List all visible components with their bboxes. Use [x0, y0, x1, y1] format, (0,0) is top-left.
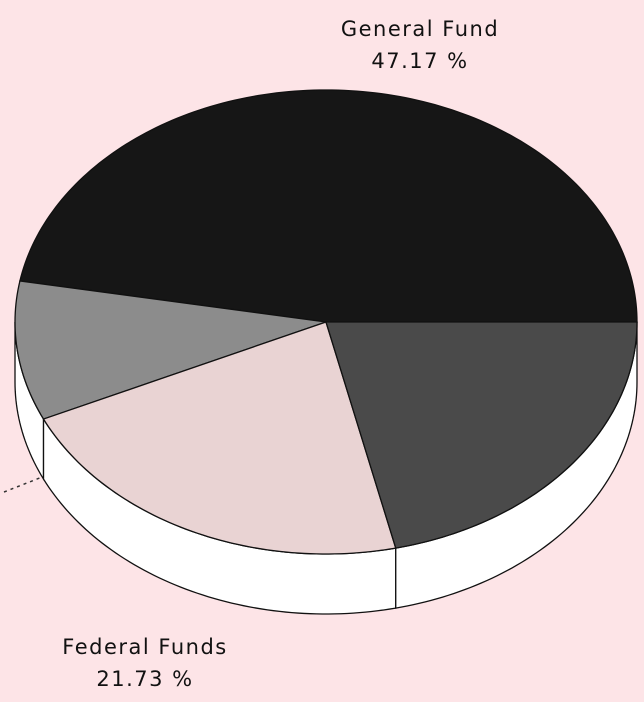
slice-label: General Fund [341, 17, 499, 41]
slice-value-label: 47.17 % [371, 49, 468, 73]
slice-label: Federal Funds [62, 635, 227, 659]
pie-slice [325, 321, 638, 549]
labels: General Fund 47.17 % Federal Funds 21.73 % [62, 17, 499, 691]
pie-slice [14, 280, 327, 420]
pie-slice [19, 89, 638, 323]
pie-slice [42, 321, 397, 555]
slice-value-label: 21.73 % [96, 667, 193, 691]
pie [14, 89, 638, 615]
